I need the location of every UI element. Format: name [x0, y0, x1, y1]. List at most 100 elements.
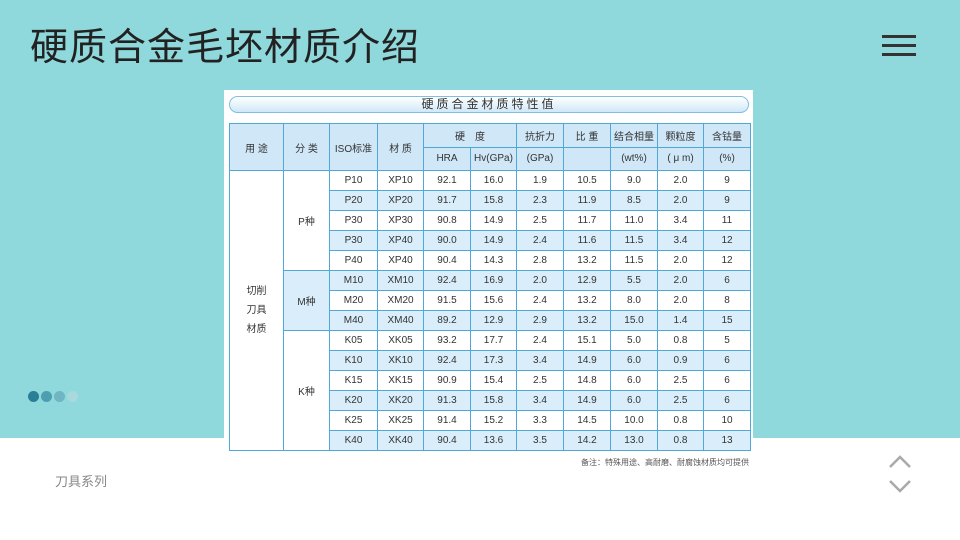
table-cell: 15.0: [610, 310, 658, 331]
table-cell: 9: [703, 190, 751, 211]
table-cell: P20: [329, 190, 378, 211]
header-density: 比 重: [563, 123, 611, 148]
page-title: 硬质合金毛坯材质介绍: [30, 25, 421, 69]
table-cell: 12.9: [563, 270, 611, 291]
table-row: M种 M10 XM10 92.4 16.9 2.0 12.9 5.5 2.0 6: [230, 270, 751, 331]
table-cell: XP40: [377, 250, 424, 271]
table-cell: 1.9: [516, 170, 564, 191]
category-cell: K种: [283, 330, 330, 451]
table-cell: M20: [329, 290, 378, 311]
slide-dot[interactable]: [28, 391, 39, 402]
header-strength-unit: (GPa): [516, 146, 564, 171]
slide-dot[interactable]: [54, 391, 65, 402]
table-cell: 14.8: [563, 370, 611, 391]
table-cell: 6: [703, 370, 751, 391]
table-cell: P30: [329, 230, 378, 251]
menu-icon[interactable]: [882, 35, 916, 57]
table-cell: 12: [703, 250, 751, 271]
header-cobalt: 含钴量: [703, 123, 751, 148]
table-cell: 91.3: [423, 390, 471, 411]
table-row: P30 XP40 90.0 14.9 2.4 11.6 11.5 3.4 12: [230, 230, 751, 251]
header-category: 分 类: [283, 123, 330, 171]
slide-dot[interactable]: [67, 391, 78, 402]
table-cell: 15.6: [470, 290, 517, 311]
use-cell: 切削 刀具 材质: [229, 170, 284, 451]
table-cell: XP40: [377, 230, 424, 251]
table-cell: 12.9: [470, 310, 517, 331]
table-cell: 14.9: [563, 390, 611, 411]
table-cell: 17.7: [470, 330, 517, 351]
table-cell: 92.4: [423, 350, 471, 371]
slide-dots[interactable]: [28, 391, 78, 402]
table-cell: 15: [703, 310, 751, 331]
table-cell: 16.0: [470, 170, 517, 191]
header-binder-unit: (wt%): [610, 146, 658, 171]
table-cell: 2.0: [657, 250, 704, 271]
table-cell: M10: [329, 270, 378, 291]
table-cell: M40: [329, 310, 378, 331]
table-cell: 6: [703, 390, 751, 411]
table-cell: 90.8: [423, 210, 471, 231]
table-cell: XP20: [377, 190, 424, 211]
table-row: M20 XM20 91.5 15.6 2.4 13.2 8.0 2.0 8: [230, 290, 751, 311]
table-cell: K10: [329, 350, 378, 371]
table-cell: 93.2: [423, 330, 471, 351]
table-cell: XM20: [377, 290, 424, 311]
table-row: K15 XK15 90.9 15.4 2.5 14.8 6.0 2.5 6: [230, 370, 751, 391]
header-strength: 抗折力: [516, 123, 564, 148]
table-cell: 6.0: [610, 370, 658, 391]
table-cell: 2.5: [516, 370, 564, 391]
header-grain-unit: ( μ m): [657, 146, 704, 171]
table-cell: XM10: [377, 270, 424, 291]
table-cell: 2.0: [657, 290, 704, 311]
table-cell: XK20: [377, 390, 424, 411]
table-cell: P10: [329, 170, 378, 191]
table-cell: 90.0: [423, 230, 471, 251]
chevron-down-icon[interactable]: [888, 478, 912, 494]
table-cell: 17.3: [470, 350, 517, 371]
table-cell: XM40: [377, 310, 424, 331]
table-cell: 13.2: [563, 250, 611, 271]
table-cell: 11.9: [563, 190, 611, 211]
table-cell: 2.0: [657, 190, 704, 211]
table-row: P30 XP30 90.8 14.9 2.5 11.7 11.0 3.4 11: [230, 210, 751, 231]
table-cell: 2.5: [657, 390, 704, 411]
table-cell: K25: [329, 410, 378, 431]
table-cell: 0.8: [657, 330, 704, 351]
table-cell: 2.9: [516, 310, 564, 331]
table-cell: 3.4: [657, 210, 704, 231]
table-cell: 2.3: [516, 190, 564, 211]
use-label: 切削: [246, 286, 267, 297]
table-cell: 11.5: [610, 250, 658, 271]
table-cell: 2.4: [516, 230, 564, 251]
table-cell: K20: [329, 390, 378, 411]
chevron-up-icon[interactable]: [888, 454, 912, 470]
table-cell: 6: [703, 350, 751, 371]
table-row: 切削 刀具 材质 P种 P10 XP10 92.1 16.0 1.9 10.5 9.0 2.0 9: [229, 170, 751, 451]
table-cell: 1.4: [657, 310, 704, 331]
table-cell: 3.4: [657, 230, 704, 251]
table-cell: 9: [703, 170, 751, 191]
table-cell: 0.8: [657, 410, 704, 431]
table-row: K40 XK40 90.4 13.6 3.5 14.2 13.0 0.8 13: [230, 430, 751, 451]
header-density-unit: [563, 146, 611, 171]
table-cell: 2.0: [516, 270, 564, 291]
footer-label: 刀具系列: [55, 475, 108, 490]
table-cell: 8: [703, 290, 751, 311]
table-cell: 8.0: [610, 290, 658, 311]
category-cell: M种: [283, 270, 330, 331]
category-cell: P种: [283, 170, 330, 271]
table-cell: 3.4: [516, 390, 564, 411]
table-cell: K40: [329, 430, 378, 451]
table-cell: 3.4: [516, 350, 564, 371]
table-cell: 10.5: [563, 170, 611, 191]
table-cell: 15.2: [470, 410, 517, 431]
material-table-image: 硬质合金材质特性值 用 途 分 类 ISO标准 材 质 硬 度 抗折力 比 重 …: [224, 90, 753, 470]
table-cell: 13: [703, 430, 751, 451]
header-hardness: 硬 度: [423, 123, 517, 148]
table-cell: 2.4: [516, 330, 564, 351]
table-row: P20 XP20 91.7 15.8 2.3 11.9 8.5 2.0 9: [230, 190, 751, 211]
table-cell: 6.0: [610, 350, 658, 371]
slide-dot[interactable]: [41, 391, 52, 402]
header-cobalt-unit: (%): [703, 146, 751, 171]
